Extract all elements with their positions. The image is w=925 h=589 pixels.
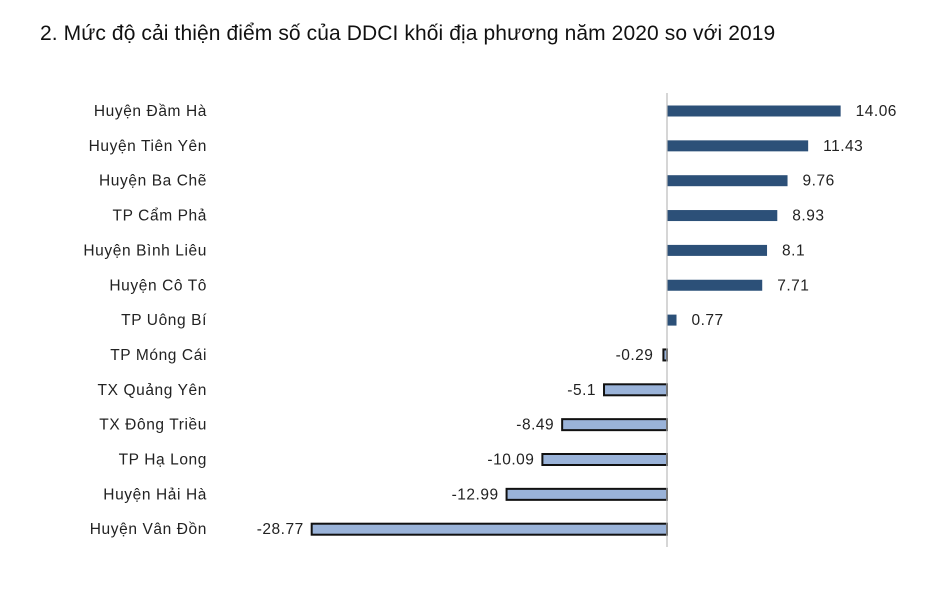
bar — [667, 210, 778, 222]
category-label: Huyện Bình Liêu — [83, 242, 207, 259]
chart-title: 2. Mức độ cải thiện điểm số của DDCI khố… — [40, 22, 776, 45]
bar — [561, 418, 668, 432]
value-label: -8.49 — [516, 417, 554, 434]
value-label: 7.71 — [777, 277, 809, 294]
bar — [667, 140, 809, 152]
value-label: 8.93 — [792, 208, 824, 225]
category-label: TX Đông Triều — [99, 417, 207, 434]
bar — [541, 453, 668, 466]
value-label: 14.06 — [856, 103, 897, 120]
value-label: -0.29 — [616, 347, 654, 364]
bar — [667, 105, 841, 117]
bars-group — [310, 105, 841, 536]
bar — [603, 383, 669, 397]
category-label: Huyện Hải Hà — [103, 486, 207, 503]
category-label: TP Cẩm Phả — [113, 208, 207, 225]
category-label: Huyện Đầm Hà — [94, 103, 207, 120]
value-label: -12.99 — [452, 486, 499, 503]
category-label: TP Hạ Long — [119, 452, 207, 469]
category-label: Huyện Cô Tô — [109, 277, 207, 294]
bar — [667, 279, 763, 291]
bar — [310, 522, 668, 536]
bar — [667, 314, 677, 326]
bar — [667, 175, 788, 187]
category-label: Huyện Tiên Yên — [89, 138, 207, 155]
category-label: TX Quảng Yên — [98, 382, 207, 399]
category-label: Huyện Vân Đồn — [90, 521, 207, 538]
value-label: 9.76 — [803, 173, 835, 190]
value-label: 8.1 — [782, 242, 805, 259]
value-label: 11.43 — [823, 138, 863, 155]
category-label: TP Uông Bí — [121, 312, 207, 329]
value-label: 0.77 — [692, 312, 724, 329]
bar — [667, 244, 768, 256]
category-label: TP Móng Cái — [110, 347, 207, 364]
value-label: -10.09 — [487, 452, 534, 469]
bar — [505, 487, 668, 501]
value-label: -5.1 — [567, 382, 596, 399]
value-label: -28.77 — [257, 521, 304, 538]
category-labels: Huyện Đầm Hà Huyện Tiên Yên Huyện Ba Chẽ TP… — [83, 103, 207, 538]
value-labels: 14.06 11.43 9.76 8.93 8.1 7.71 0.77 -0.29 -5.1 -8… — [257, 103, 897, 538]
category-label: Huyện Ba Chẽ — [99, 173, 207, 190]
